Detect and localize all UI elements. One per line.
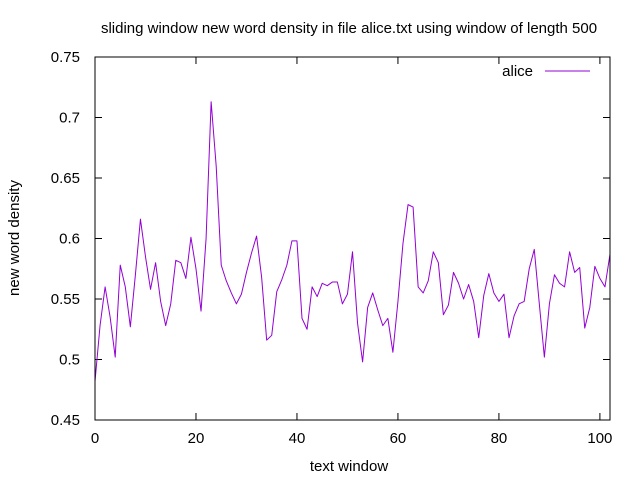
series-layer: [94, 101, 611, 382]
y-tick-label: 0.65: [51, 170, 80, 187]
x-axis-title: text window: [310, 458, 389, 475]
y-tick-label: 0.45: [51, 412, 80, 429]
y-tick-label: 0.7: [59, 110, 80, 127]
chart-title: sliding window new word density in file …: [101, 20, 597, 37]
y-tick-label: 0.75: [51, 49, 80, 66]
y-tick-label: 0.6: [59, 231, 80, 248]
x-tick-label: 60: [390, 430, 407, 447]
plot-frame: [94, 56, 611, 421]
x-tick-label: 100: [587, 430, 612, 447]
legend: alice: [502, 63, 590, 80]
x-tick-label: 0: [91, 430, 99, 447]
legend-label-alice: alice: [502, 63, 533, 80]
axis-ticks: [94, 56, 610, 421]
y-tick-label: 0.5: [59, 352, 80, 369]
series-line-alice: [94, 101, 611, 382]
x-tick-label: 40: [289, 430, 306, 447]
tick-labels: 0.45 0.5 0.55 0.6 0.65 0.7 0.75 0 20 40 60 80 100: [51, 49, 613, 447]
x-tick-label: 20: [188, 430, 205, 447]
x-tick-label: 80: [491, 430, 508, 447]
y-tick-label: 0.55: [51, 291, 80, 308]
y-axis-title: new word density: [6, 180, 23, 296]
